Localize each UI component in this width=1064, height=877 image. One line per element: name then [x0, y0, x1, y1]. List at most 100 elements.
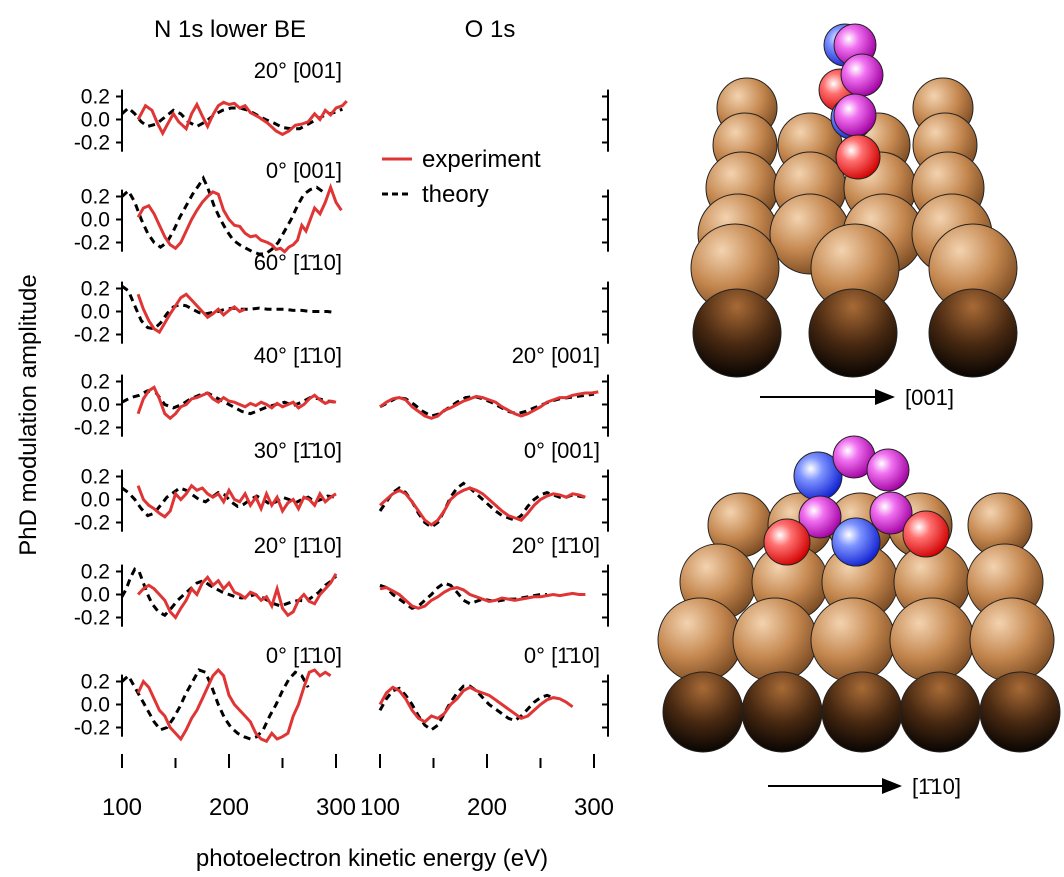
n1s-panel-6: 0° [1̄10] 0.20.0-0.2 [74, 643, 342, 744]
n1s-theory-line-4 [121, 486, 337, 518]
legend: experiment theory [382, 146, 541, 208]
n1s-theory-line-0 [120, 105, 343, 131]
n1s-panel-5: 20° [1̄10] 0.20.0-0.2 [74, 533, 342, 630]
n1s-panel-label-6: 0° [1̄10] [266, 643, 342, 668]
n1s-panel-0: 20° [001] 0.20.0-0.2 [74, 58, 348, 155]
n1s-panel-4: 30° [1̄10] 0.20.0-0.2 [74, 438, 342, 535]
o1s-theory-line-1 [378, 481, 586, 529]
n1s-theory-line-1 [121, 174, 325, 256]
o1s-panel-0: 20° [001] [379, 343, 600, 420]
n1s-ytick-label-3-0: 0.2 [81, 371, 110, 394]
axis-label-001: [001] [905, 385, 954, 410]
cu-atom-b3-1 [732, 597, 818, 683]
cu-atom-bottom-row-0 [662, 671, 744, 753]
n1s-panel-2: 60° [1̄10] 0.20.0-0.2 [74, 250, 342, 347]
o-atom-top-1 [835, 134, 881, 180]
o1s-xtick-label-0: 100 [360, 794, 400, 821]
n1s-ytick-label-6-0: 0.2 [81, 671, 110, 694]
n1s-experiment-line-0 [136, 100, 348, 137]
cu-atom-bottom-0 [692, 288, 782, 378]
n1s-panel-label-1: 0° [001] [266, 158, 342, 183]
n1s-panel-label-4: 30° [1̄10] [254, 438, 342, 463]
structure-model-bottom [657, 435, 1061, 753]
n1s-panel-label-5: 20° [1̄10] [254, 533, 342, 558]
n1s-theory-line-6 [121, 668, 310, 741]
cu-atom-b3-3 [889, 597, 975, 683]
o1s-panel-label-2: 20° [1̄10] [512, 533, 600, 558]
n1s-ytick-label-4-2: -0.2 [74, 512, 110, 535]
n1s-experiment-line-3 [136, 385, 337, 421]
n1s-ytick-label-3-2: -0.2 [74, 417, 110, 440]
n1s-experiment-line-5 [137, 573, 338, 621]
n1s-title: N 1s lower BE [154, 16, 306, 43]
o1s-title: O 1s [465, 16, 516, 43]
n1s-ytick-label-0-2: -0.2 [74, 132, 110, 155]
c-atom-bottom-3 [869, 491, 913, 535]
cu-atom-bottom-row-3 [899, 671, 981, 753]
c-atom-top-2 [833, 93, 877, 137]
n1s-ytick-label-6-1: 0.0 [81, 694, 110, 717]
cu-atom-bottom-row-4 [979, 671, 1061, 753]
o-atom-bottom-1 [902, 510, 950, 558]
n1s-ytick-label-0-0: 0.2 [81, 86, 110, 109]
n1s-ytick-label-5-2: -0.2 [74, 607, 110, 630]
axis-label-1-10: [1̄10] [912, 774, 961, 799]
o1s-panel-label-1: 0° [001] [524, 438, 600, 463]
c-atom-bottom-1 [866, 448, 910, 492]
n1s-experiment-line-6 [136, 667, 332, 744]
y-axis-label: PhD modulation amplitude [15, 274, 42, 556]
plot-area: 20° [001]0.20.0-0.20° [001]0.20.0-0.260°… [74, 58, 614, 821]
n1s-xtick-label-1: 200 [209, 794, 249, 821]
n1s-ytick-label-2-1: 0.0 [81, 301, 110, 324]
n1s-ytick-label-6-2: -0.2 [74, 717, 110, 740]
n1s-experiment-line-4 [136, 483, 337, 519]
cu-atom-b3-0 [657, 597, 743, 683]
n1s-ytick-label-1-2: -0.2 [74, 232, 110, 255]
o1s-panel-2: 20° [1̄10] [379, 533, 600, 610]
cu-atom-bottom-row-2 [821, 671, 903, 753]
n1s-panel-label-0: 20° [001] [254, 58, 342, 83]
o1s-experiment-line-3 [378, 685, 574, 724]
n1s-ytick-label-2-2: -0.2 [74, 324, 110, 347]
o1s-theory-line-3 [378, 684, 554, 732]
o1s-panel-3: 0° [1̄10] [378, 643, 600, 732]
o-atom-bottom-0 [763, 518, 811, 566]
o1s-panel-label-0: 20° [001] [512, 343, 600, 368]
n1s-ytick-label-4-0: 0.2 [81, 466, 110, 489]
o1s-xtick-label-1: 200 [467, 794, 507, 821]
cu-atom-bottom-1 [808, 288, 898, 378]
n1s-panel-3: 40° [1̄10] 0.20.0-0.2 [74, 343, 342, 440]
cu-atom-b3-2 [810, 597, 896, 683]
n1s-panel-label-2: 60° [1̄10] [254, 250, 342, 275]
n1s-ytick-label-5-0: 0.2 [81, 561, 110, 584]
o1s-experiment-line-2 [379, 586, 586, 610]
n1s-xtick-label-2: 300 [316, 794, 356, 821]
x-axis-label: photoelectron kinetic energy (eV) [196, 845, 548, 872]
n1s-experiment-line-2 [136, 292, 246, 335]
n1s-ytick-label-1-0: 0.2 [81, 186, 110, 209]
n1s-ytick-label-1-1: 0.0 [81, 209, 110, 232]
c-atom-top-1 [840, 53, 884, 97]
n1s-theory-line-5 [120, 567, 338, 618]
o1s-panel-label-3: 0° [1̄10] [524, 643, 600, 668]
c-atom-bottom-2 [798, 495, 842, 539]
o1s-experiment-line-1 [378, 486, 586, 527]
n1s-xtick-label-0: 100 [102, 794, 142, 821]
n-atom-bottom-1 [831, 517, 881, 567]
n1s-ytick-label-3-1: 0.0 [81, 394, 110, 417]
n1s-ytick-label-4-1: 0.0 [81, 489, 110, 512]
cu-atom-b3-4 [969, 597, 1055, 683]
o1s-panel-1: 0° [001] [378, 438, 600, 529]
cu-atom-bottom-2 [928, 288, 1018, 378]
legend-experiment-label: experiment [422, 146, 541, 173]
n1s-ytick-label-5-1: 0.0 [81, 584, 110, 607]
cu-atom-bottom-row-1 [741, 671, 823, 753]
n1s-ytick-label-2-0: 0.2 [81, 278, 110, 301]
o1s-theory-line-2 [379, 581, 547, 610]
n1s-experiment-line-1 [136, 182, 343, 254]
n1s-theory-line-2 [121, 284, 337, 331]
structure-model-top [690, 23, 1018, 378]
n1s-panel-1: 0° [001] 0.20.0-0.2 [74, 158, 343, 256]
n1s-ytick-label-0-1: 0.0 [81, 109, 110, 132]
